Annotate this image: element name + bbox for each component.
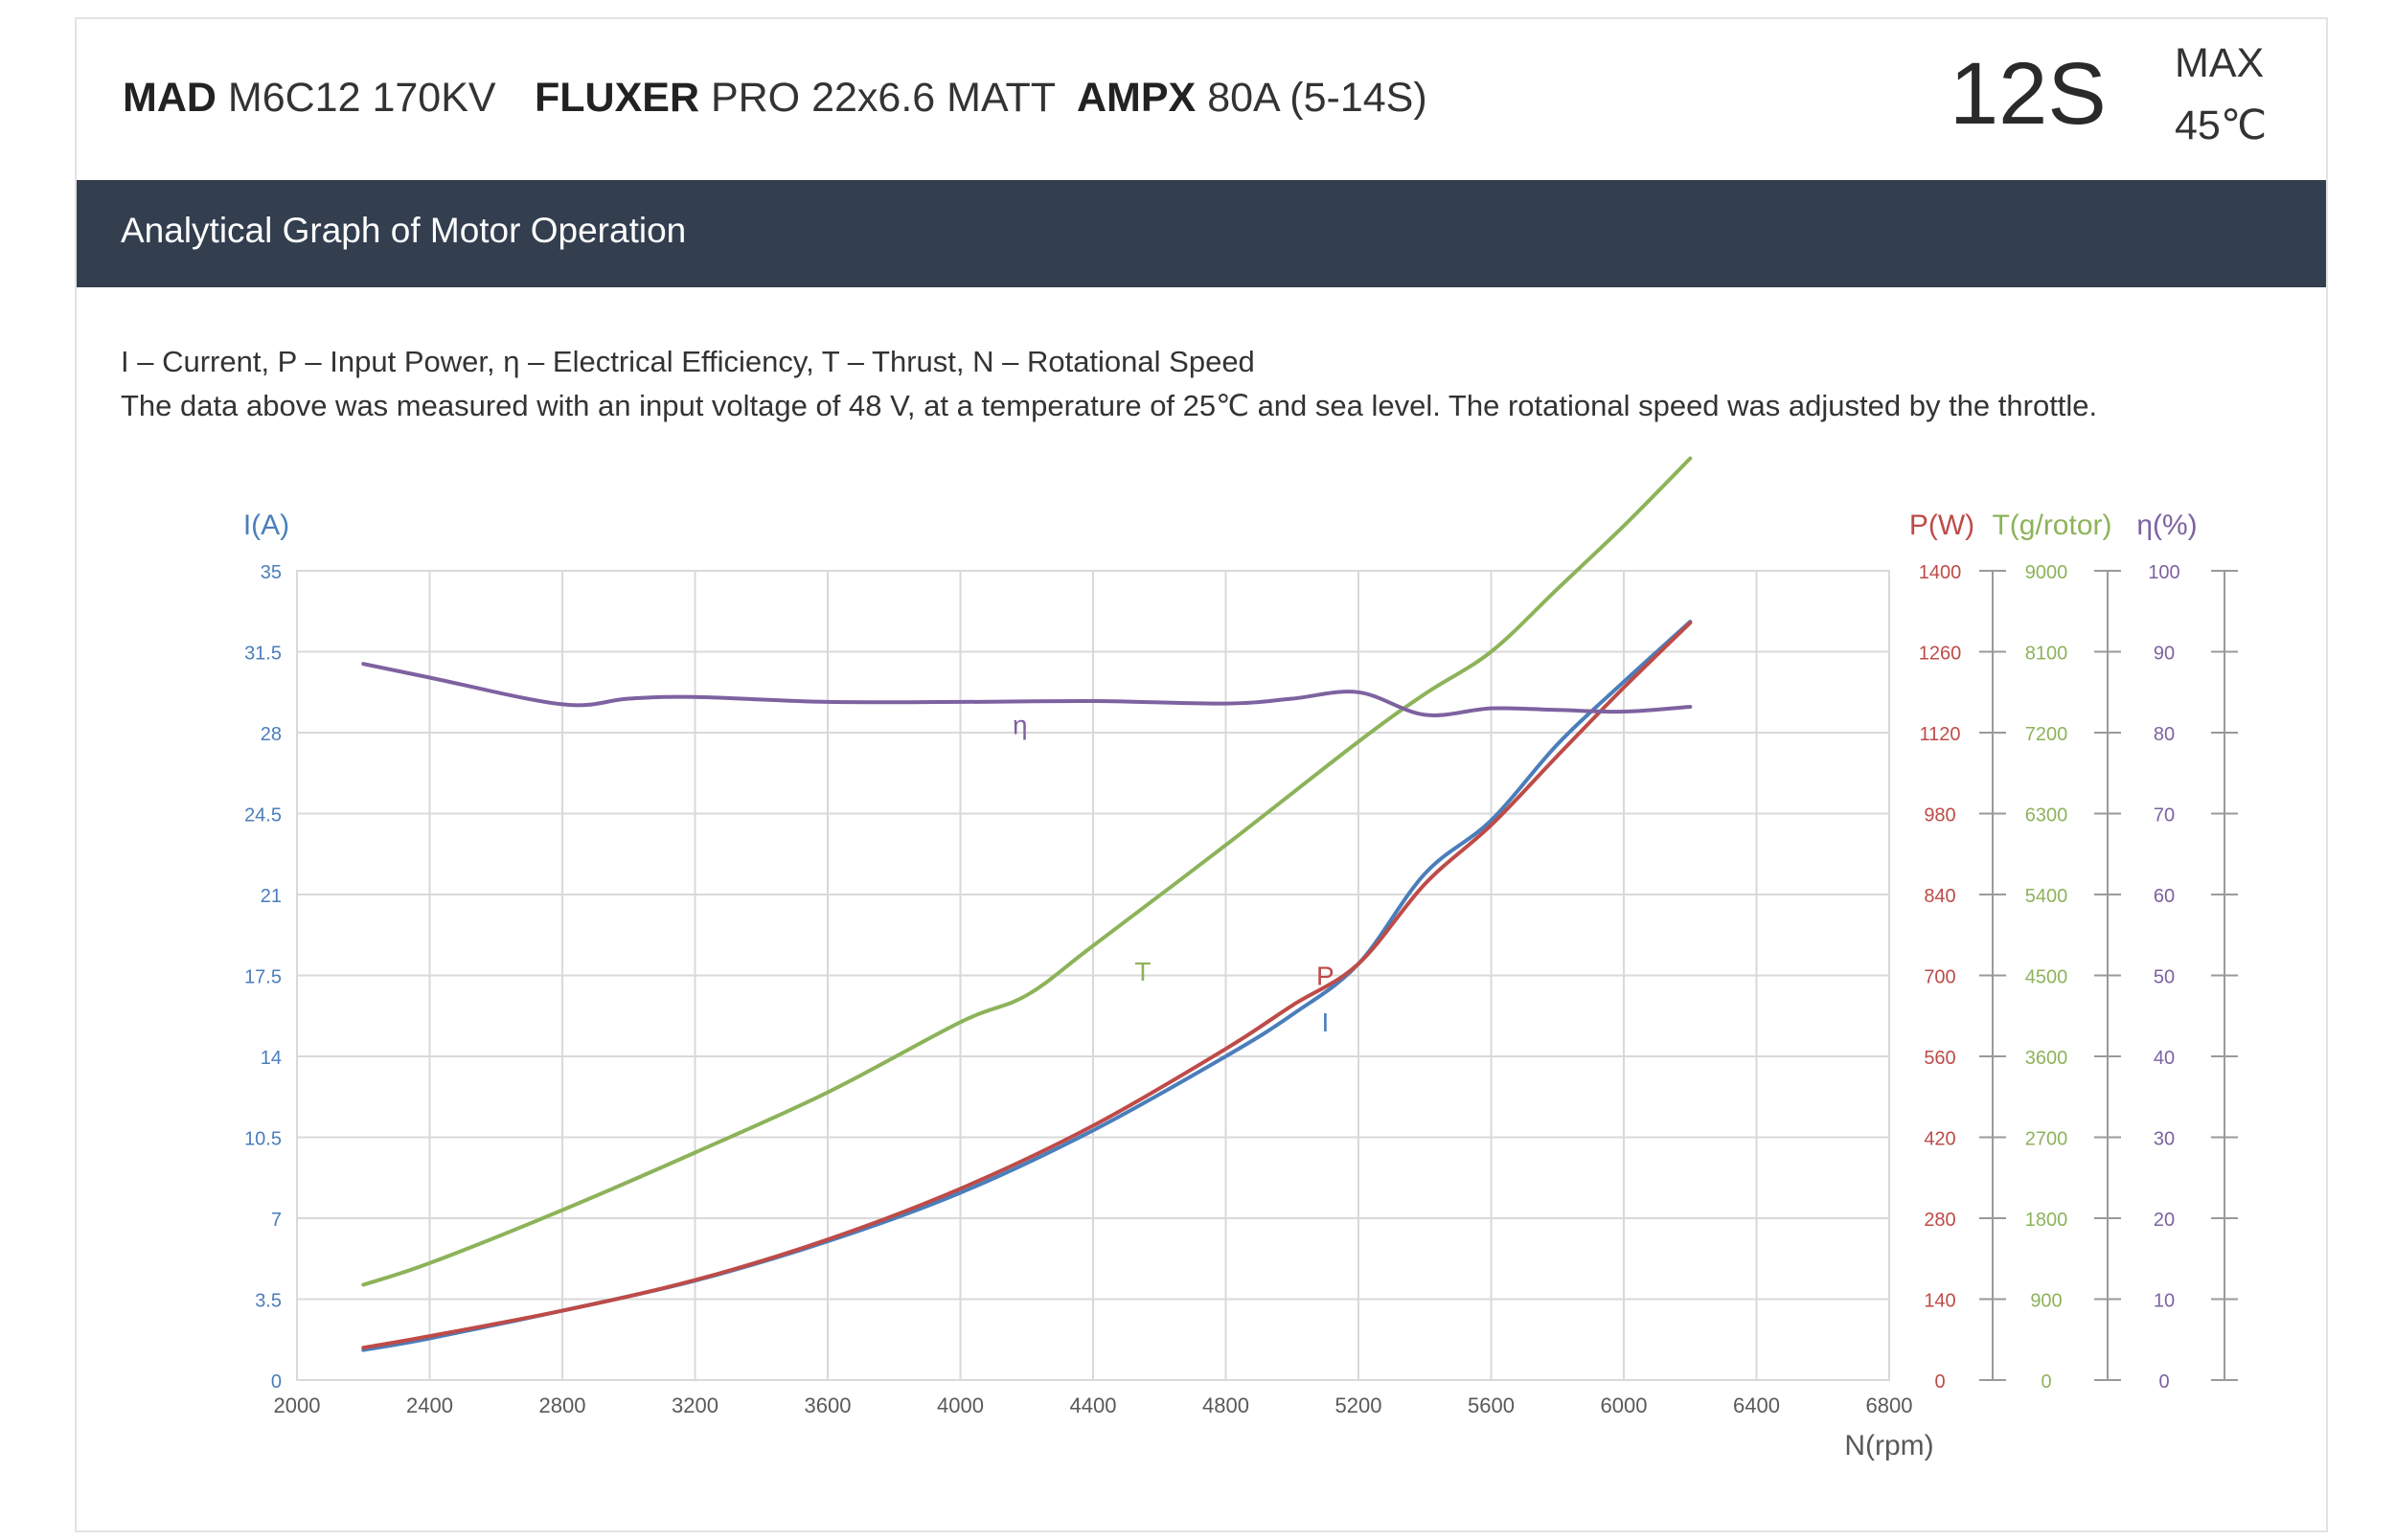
y-tick-label: 21	[261, 886, 282, 907]
x-tick-label: 4000	[937, 1393, 984, 1417]
y-tick-label: 30	[2154, 1129, 2175, 1150]
propeller-model: PRO 22x6.6 MATT	[710, 75, 1056, 121]
y-tick-label: 31.5	[244, 644, 282, 665]
y-tick-label: 280	[1924, 1210, 1955, 1231]
y-tick-label: 420	[1924, 1129, 1955, 1150]
series-line-T	[361, 456, 1693, 1287]
y-tick-label: 840	[1924, 886, 1955, 907]
y-tick-label: 80	[2154, 724, 2175, 745]
y-tick-label: 0	[271, 1371, 282, 1393]
y-tick-label: 0	[2041, 1371, 2051, 1393]
esc-model: 80A (5-14S)	[1207, 75, 1427, 121]
esc-spec: AMPX 80A (5-14S)	[1077, 75, 1427, 122]
y-axis-title: T(g/rotor)	[1992, 510, 2111, 541]
y-tick-label: 1800	[2025, 1210, 2068, 1231]
y-tick-label: 3.5	[255, 1291, 282, 1312]
y-tick-label: 90	[2154, 644, 2175, 665]
y-tick-label: 20	[2154, 1210, 2175, 1231]
motor-brand: MAD	[123, 75, 217, 121]
y-tick-label: 5400	[2025, 886, 2068, 907]
y-tick-label: 24.5	[244, 805, 282, 827]
y-tick-label: 4500	[2025, 967, 2068, 988]
y-tick-label: 60	[2154, 886, 2175, 907]
x-tick-label: 6800	[1866, 1393, 1913, 1417]
y-axis-title: I(A)	[243, 510, 289, 541]
esc-brand: AMPX	[1077, 75, 1197, 121]
series-layer: IP Tη	[361, 456, 1693, 1352]
title-banner: Analytical Graph of Motor Operation	[77, 180, 2326, 287]
y-tick-label: 40	[2154, 1048, 2175, 1069]
motor-spec: MAD M6C12 170KV	[123, 75, 496, 122]
x-tick-label: 2000	[274, 1393, 321, 1417]
y-axis-title: η(%)	[2136, 510, 2197, 541]
series-line-η	[361, 662, 1693, 717]
y-tick-label: 900	[2030, 1291, 2062, 1312]
series-label: P	[1316, 962, 1334, 991]
y-axis-title: P(W)	[1909, 510, 1974, 541]
y-tick-label: 28	[261, 724, 282, 745]
motor-model: M6C12 170KV	[227, 75, 496, 121]
y-tick-label: 0	[1934, 1371, 1945, 1393]
y-tick-label: 1400	[1919, 562, 1962, 583]
propeller-brand: FLUXER	[535, 75, 699, 121]
y-tick-label: 100	[2148, 562, 2179, 583]
y-tick-label: 700	[1924, 967, 1955, 988]
max-temp-value: 45℃	[2175, 102, 2268, 148]
y-tick-label: 3600	[2025, 1048, 2068, 1069]
x-tick-label: 4400	[1070, 1393, 1117, 1417]
x-tick-label: 6000	[1601, 1393, 1648, 1417]
series-line-P	[361, 621, 1693, 1350]
banner-title: Analytical Graph of Motor Operation	[121, 211, 687, 250]
measurement-note: The data above was measured with an inpu…	[121, 389, 2098, 422]
y-tick-label: 2700	[2025, 1129, 2068, 1150]
y-tick-label: 1260	[1919, 644, 1962, 665]
series-label: η	[1013, 711, 1028, 740]
y-tick-label: 10	[2154, 1291, 2175, 1312]
y-tick-label: 1120	[1919, 724, 1960, 745]
propeller-spec: FLUXER PRO 22x6.6 MATT	[535, 75, 1056, 122]
spec-header: MAD M6C12 170KV FLUXER PRO 22x6.6 MATT A…	[77, 19, 2326, 180]
y-tick-label: 980	[1924, 805, 1955, 827]
axes-layer: 2000 2400 2800 3200 3600 4000 4400 4800 5200 5600…	[243, 510, 2238, 1461]
y-tick-label: 7200	[2025, 724, 2068, 745]
y-tick-label: 140	[1924, 1291, 1955, 1312]
x-tick-label: 3200	[672, 1393, 718, 1417]
y-tick-label: 7	[271, 1210, 282, 1231]
y-tick-label: 50	[2154, 967, 2175, 988]
grid-layer	[296, 570, 1890, 1381]
y-tick-label: 35	[261, 562, 282, 583]
cell-count: 12S	[1950, 45, 2107, 143]
x-tick-label: 5200	[1335, 1393, 1382, 1417]
y-tick-label: 10.5	[244, 1129, 282, 1150]
x-tick-label: 6400	[1733, 1393, 1780, 1417]
x-tick-label: 3600	[805, 1393, 852, 1417]
y-tick-label: 0	[2158, 1371, 2169, 1393]
y-tick-label: 9000	[2025, 562, 2068, 583]
x-axis-title: N(rpm)	[1844, 1430, 1933, 1461]
x-tick-label: 2400	[406, 1393, 453, 1417]
y-tick-label: 17.5	[244, 967, 282, 988]
y-tick-label: 70	[2154, 805, 2175, 827]
y-tick-label: 8100	[2025, 644, 2068, 665]
y-tick-label: 560	[1924, 1048, 1955, 1069]
x-tick-label: 5600	[1468, 1393, 1515, 1417]
y-tick-label: 6300	[2025, 805, 2068, 827]
motor-test-card: MAD M6C12 170KV FLUXER PRO 22x6.6 MATT A…	[75, 17, 2328, 1532]
x-tick-label: 2800	[539, 1393, 586, 1417]
x-tick-label: 4800	[1202, 1393, 1249, 1417]
variable-legend: I – Current, P – Input Power, η – Electr…	[121, 345, 1255, 378]
series-label: T	[1134, 957, 1151, 986]
series-label: I	[1321, 1008, 1329, 1037]
y-tick-label: 14	[261, 1048, 282, 1069]
max-temp-label: MAX	[2175, 40, 2265, 86]
